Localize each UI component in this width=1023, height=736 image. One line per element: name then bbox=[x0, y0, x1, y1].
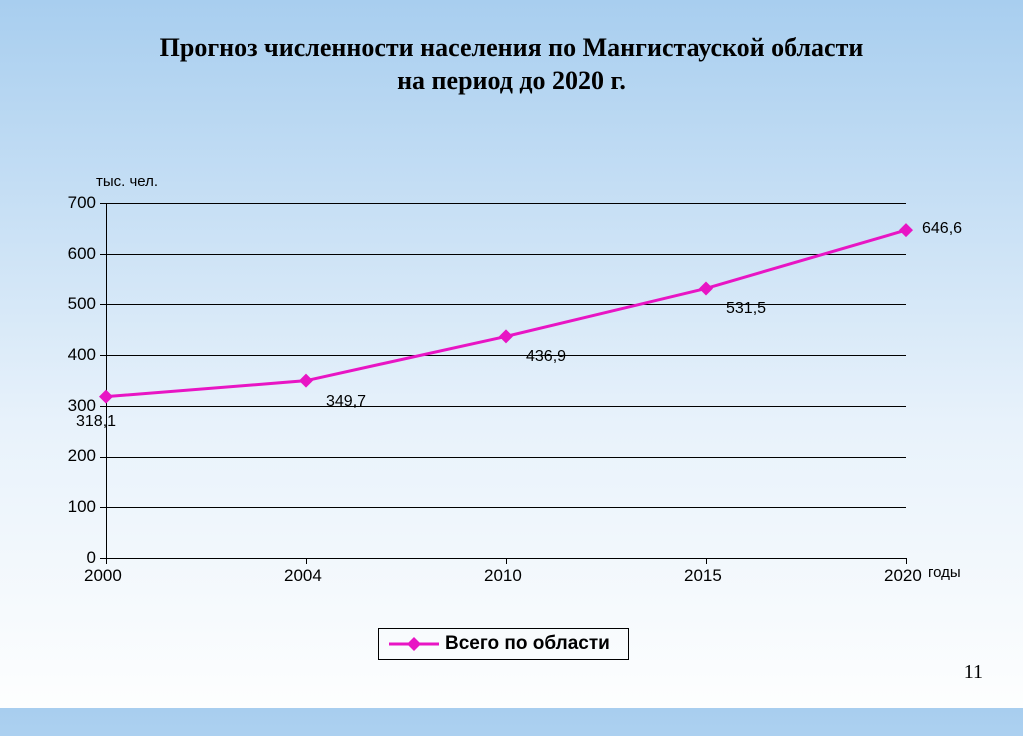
legend-label: Всего по области bbox=[445, 633, 610, 655]
series-marker bbox=[499, 329, 513, 343]
data-label: 531,5 bbox=[726, 300, 766, 318]
series-marker bbox=[99, 390, 113, 404]
series-line bbox=[106, 230, 906, 397]
series-marker bbox=[699, 281, 713, 295]
legend-swatch bbox=[389, 634, 439, 654]
legend: Всего по области bbox=[378, 628, 629, 660]
data-label: 646,6 bbox=[922, 220, 962, 238]
page-number: 11 bbox=[964, 661, 983, 684]
line-chart: тыс. чел.годы010020030040050060070020002… bbox=[0, 28, 1023, 736]
series-marker bbox=[899, 223, 913, 237]
data-label: 318,1 bbox=[76, 413, 116, 431]
series-marker bbox=[299, 374, 313, 388]
data-label: 349,7 bbox=[326, 393, 366, 411]
data-label: 436,9 bbox=[526, 348, 566, 366]
